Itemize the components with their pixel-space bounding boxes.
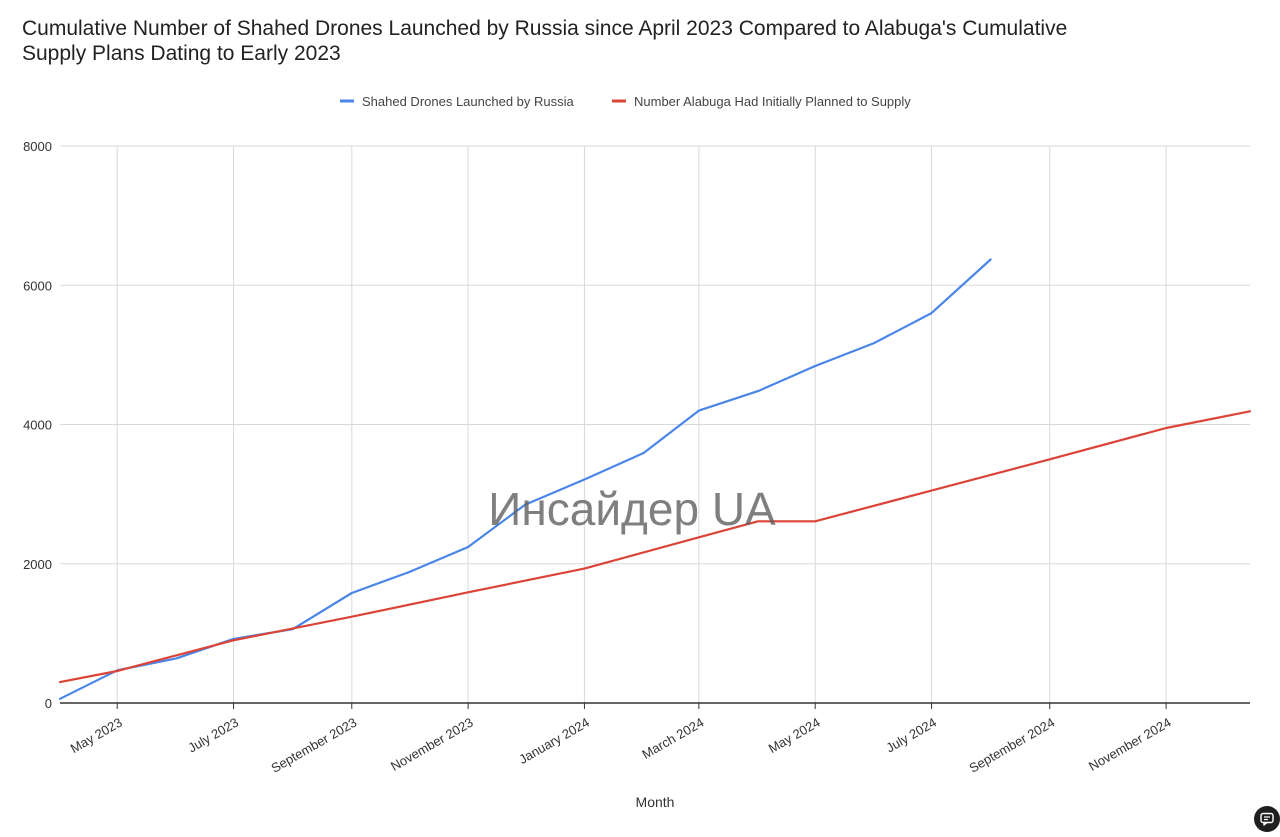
- y-axis-ticks: 0 2000 4000 6000 8000: [23, 139, 52, 711]
- watermark: Инсайдер UA: [488, 483, 776, 535]
- x-tick-label: September 2024: [967, 715, 1058, 776]
- x-tick-label: November 2024: [1086, 715, 1174, 774]
- y-tick-label: 4000: [23, 418, 52, 433]
- legend-label-1: Number Alabuga Had Initially Planned to …: [634, 94, 911, 109]
- series-lines: [58, 258, 1252, 700]
- y-tick-label: 2000: [23, 557, 52, 572]
- x-axis-title: Month: [636, 794, 675, 810]
- x-tick-label: March 2024: [639, 715, 706, 762]
- legend-swatch-1: [612, 99, 626, 103]
- gridlines-y: [60, 145, 1250, 565]
- y-tick-label: 0: [45, 696, 52, 711]
- y-tick-label: 8000: [23, 139, 52, 154]
- y-tick-label: 6000: [23, 278, 52, 293]
- x-tick-label: November 2023: [388, 715, 476, 774]
- x-tick-label: May 2023: [68, 715, 125, 757]
- series-line-1: [58, 410, 1252, 684]
- chart-title-line-2: Supply Plans Dating to Early 2023: [22, 42, 341, 65]
- series-line-0: [58, 258, 992, 700]
- gridlines-x: [116, 146, 1167, 703]
- x-tick-label: July 2024: [883, 715, 939, 756]
- legend-label-0: Shahed Drones Launched by Russia: [362, 94, 575, 109]
- legend: Shahed Drones Launched by Russia Number A…: [340, 94, 911, 109]
- legend-swatch-0: [340, 99, 354, 103]
- chat-bubble-button[interactable]: [1254, 806, 1280, 832]
- x-tick-label: September 2023: [269, 715, 360, 776]
- chat-bubble-icon: [1260, 812, 1274, 826]
- x-tick-label: January 2024: [516, 715, 592, 767]
- x-axis-ticks: May 2023 July 2023 September 2023 November …: [68, 703, 1174, 776]
- chart-title-line-1: Cumulative Number of Shahed Drones Launc…: [22, 17, 1068, 40]
- x-tick-label: July 2023: [185, 715, 241, 756]
- x-tick-label: May 2024: [766, 715, 823, 757]
